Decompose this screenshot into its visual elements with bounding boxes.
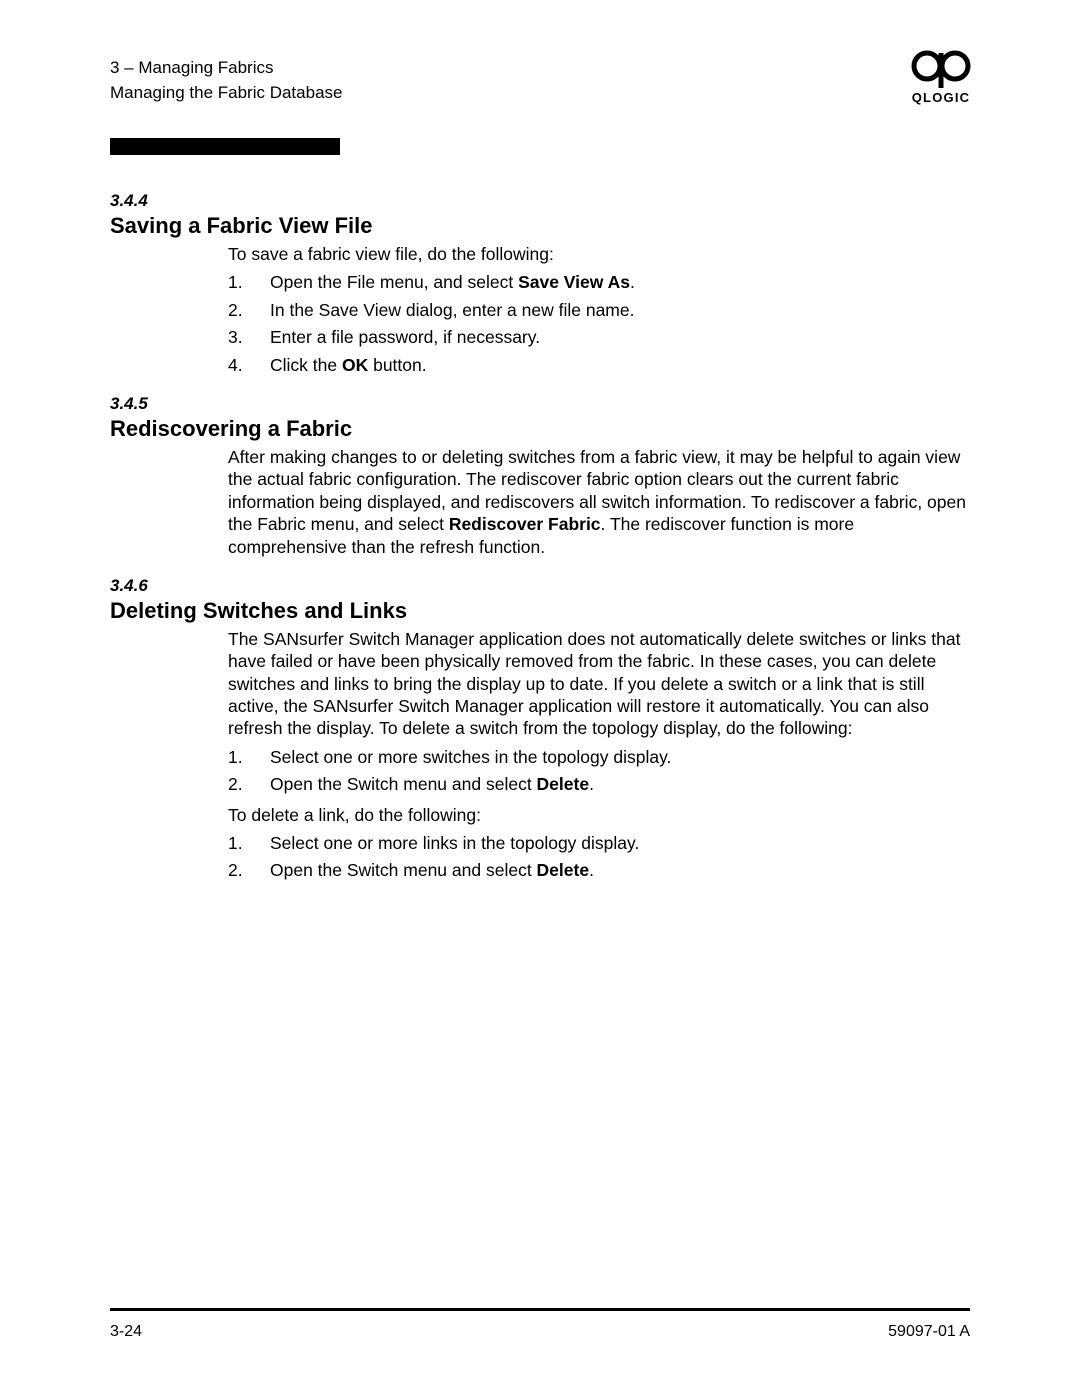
page-content: 3.4.4 Saving a Fabric View File To save … <box>110 191 970 882</box>
ordered-steps: 1. Select one or more links in the topol… <box>228 832 970 882</box>
section-title: Deleting Switches and Links <box>110 598 970 624</box>
page-header: 3 – Managing Fabrics Managing the Fabric… <box>110 56 970 128</box>
section-body: To save a fabric view file, do the follo… <box>228 243 970 376</box>
brand-logo-label: QLOGIC <box>908 90 974 105</box>
section-3-4-6: 3.4.6 Deleting Switches and Links The SA… <box>110 576 970 882</box>
step-number: 1. <box>228 746 270 768</box>
step-text: Enter a file password, if necessary. <box>270 326 540 348</box>
section-body: The SANsurfer Switch Manager application… <box>228 628 970 882</box>
mid-text: To delete a link, do the following: <box>228 804 970 826</box>
page-number: 3-24 <box>110 1323 142 1341</box>
list-item: 1. Select one or more links in the topol… <box>228 832 970 854</box>
brand-logo: QLOGIC <box>908 48 974 105</box>
step-text: Select one or more links in the topology… <box>270 832 639 854</box>
doc-id: 59097-01 A <box>888 1323 970 1341</box>
step-text: In the Save View dialog, enter a new fil… <box>270 299 634 321</box>
section-number: 3.4.6 <box>110 576 970 596</box>
section-body: After making changes to or deleting swit… <box>228 446 970 558</box>
step-number: 2. <box>228 859 270 881</box>
list-item: 2. In the Save View dialog, enter a new … <box>228 299 970 321</box>
list-item: 1. Select one or more switches in the to… <box>228 746 970 768</box>
section-number: 3.4.5 <box>110 394 970 414</box>
step-number: 2. <box>228 773 270 795</box>
header-line-1: 3 – Managing Fabrics <box>110 56 970 81</box>
section-3-4-4: 3.4.4 Saving a Fabric View File To save … <box>110 191 970 376</box>
step-text: Open the File menu, and select Save View… <box>270 271 635 293</box>
qlogic-mark-icon <box>908 48 974 88</box>
list-item: 2. Open the Switch menu and select Delet… <box>228 773 970 795</box>
intro-text: To save a fabric view file, do the follo… <box>228 243 970 265</box>
ordered-steps: 1. Select one or more switches in the to… <box>228 746 970 796</box>
header-text: 3 – Managing Fabrics Managing the Fabric… <box>110 56 970 105</box>
header-black-bar <box>110 138 340 155</box>
list-item: 1. Open the File menu, and select Save V… <box>228 271 970 293</box>
ordered-steps: 1. Open the File menu, and select Save V… <box>228 271 970 376</box>
step-text: Select one or more switches in the topol… <box>270 746 671 768</box>
step-number: 4. <box>228 354 270 376</box>
step-number: 1. <box>228 271 270 293</box>
step-number: 3. <box>228 326 270 348</box>
section-title: Rediscovering a Fabric <box>110 416 970 442</box>
step-text: Open the Switch menu and select Delete. <box>270 859 594 881</box>
section-number: 3.4.4 <box>110 191 970 211</box>
header-line-2: Managing the Fabric Database <box>110 81 970 106</box>
section-3-4-5: 3.4.5 Rediscovering a Fabric After makin… <box>110 394 970 558</box>
document-page: 3 – Managing Fabrics Managing the Fabric… <box>0 0 1080 1397</box>
paragraph: The SANsurfer Switch Manager application… <box>228 628 970 740</box>
step-number: 2. <box>228 299 270 321</box>
list-item: 4. Click the OK button. <box>228 354 970 376</box>
list-item: 2. Open the Switch menu and select Delet… <box>228 859 970 881</box>
step-text: Open the Switch menu and select Delete. <box>270 773 594 795</box>
step-number: 1. <box>228 832 270 854</box>
list-item: 3. Enter a file password, if necessary. <box>228 326 970 348</box>
footer-rule <box>110 1308 970 1311</box>
paragraph: After making changes to or deleting swit… <box>228 446 970 558</box>
section-title: Saving a Fabric View File <box>110 213 970 239</box>
page-footer: 3-24 59097-01 A <box>110 1323 970 1341</box>
step-text: Click the OK button. <box>270 354 427 376</box>
